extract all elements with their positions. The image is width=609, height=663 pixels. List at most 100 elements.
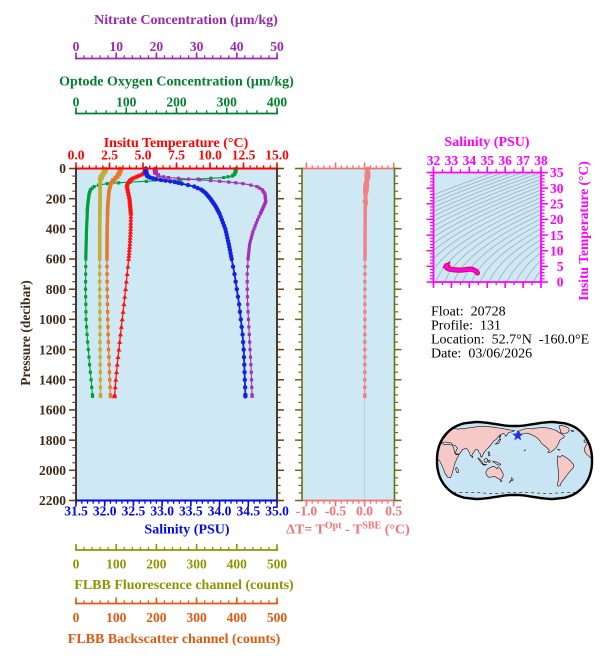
marker bbox=[105, 257, 109, 261]
marker bbox=[238, 317, 244, 322]
marker bbox=[105, 221, 110, 225]
marker bbox=[363, 370, 367, 374]
delta-panel-background bbox=[302, 168, 395, 501]
marker bbox=[257, 215, 261, 219]
continent-greenland bbox=[558, 424, 570, 434]
marker bbox=[98, 310, 102, 314]
density-contour bbox=[506, 245, 541, 282]
marker bbox=[107, 362, 111, 367]
marker bbox=[86, 347, 90, 352]
pressure-axis-title: Pressure (decibar) bbox=[18, 280, 33, 386]
marker bbox=[363, 215, 367, 219]
marker bbox=[176, 180, 181, 186]
density-contour bbox=[524, 259, 541, 282]
map-border bbox=[435, 420, 594, 501]
marker bbox=[98, 362, 102, 367]
marker bbox=[363, 245, 367, 249]
marker bbox=[230, 174, 234, 178]
marker bbox=[105, 218, 110, 222]
marker bbox=[247, 332, 251, 337]
marker bbox=[84, 272, 88, 276]
continent-new-guinea bbox=[492, 460, 502, 466]
marker bbox=[363, 227, 367, 231]
continent-africa-east bbox=[437, 442, 460, 478]
delta-t-title-prefix: ΔT= T bbox=[286, 523, 325, 538]
marker bbox=[209, 178, 213, 183]
marker bbox=[98, 340, 102, 344]
marker bbox=[222, 175, 226, 180]
marker bbox=[245, 272, 249, 276]
marker bbox=[246, 264, 250, 269]
tick-label: 500 bbox=[267, 557, 288, 572]
marker bbox=[248, 239, 253, 243]
tick-label: 1800 bbox=[39, 433, 66, 448]
tick-label: 0.0 bbox=[68, 148, 85, 163]
marker bbox=[128, 223, 134, 228]
marker bbox=[105, 248, 109, 252]
marker bbox=[363, 385, 367, 390]
marker bbox=[97, 257, 102, 261]
marker bbox=[105, 242, 109, 246]
marker bbox=[98, 347, 102, 352]
marker bbox=[125, 264, 131, 269]
delta-t-series-group bbox=[362, 166, 371, 399]
marker bbox=[248, 355, 253, 359]
marker bbox=[105, 310, 110, 314]
marker bbox=[106, 332, 110, 337]
marker bbox=[363, 394, 367, 399]
continent-japan bbox=[494, 438, 502, 445]
marker bbox=[105, 215, 110, 219]
marker bbox=[241, 354, 247, 360]
continent-eurasia bbox=[439, 426, 516, 458]
tick-label: 7.5 bbox=[168, 148, 185, 163]
tick-label: 0 bbox=[73, 610, 80, 625]
marker bbox=[246, 317, 251, 322]
marker bbox=[257, 186, 262, 190]
marker bbox=[166, 175, 171, 180]
marker bbox=[105, 181, 109, 186]
marker bbox=[186, 177, 191, 181]
continent-cuba bbox=[556, 448, 561, 451]
delta-t-title-suffix: (°C) bbox=[381, 523, 410, 538]
marker bbox=[127, 229, 134, 234]
tick-label: 400 bbox=[227, 610, 248, 625]
marker bbox=[179, 181, 184, 186]
world-location-map bbox=[435, 420, 594, 501]
marker bbox=[363, 233, 367, 237]
marker bbox=[105, 236, 109, 240]
density-contour bbox=[497, 239, 541, 282]
tick-label: 50 bbox=[270, 39, 284, 54]
marker bbox=[108, 378, 112, 382]
marker bbox=[152, 171, 157, 175]
marker bbox=[249, 378, 254, 382]
marker bbox=[122, 294, 128, 299]
marker bbox=[83, 280, 88, 284]
marker bbox=[105, 239, 109, 243]
marker bbox=[127, 244, 133, 249]
marker bbox=[246, 310, 250, 314]
marker bbox=[117, 331, 124, 337]
density-contour bbox=[433, 189, 541, 245]
tick-label: 34.0 bbox=[208, 504, 232, 519]
marker bbox=[97, 236, 102, 240]
density-contour bbox=[471, 223, 541, 282]
marker bbox=[98, 332, 102, 337]
tick-label: 400 bbox=[267, 95, 288, 110]
tick-label: 10 bbox=[550, 243, 564, 258]
density-contour bbox=[433, 197, 541, 260]
marker bbox=[144, 179, 148, 183]
density-contour bbox=[433, 172, 533, 213]
marker bbox=[106, 340, 111, 344]
marker bbox=[84, 325, 89, 329]
tick-label: 2000 bbox=[39, 463, 66, 478]
marker bbox=[117, 339, 123, 344]
marker bbox=[128, 220, 134, 225]
marker bbox=[245, 295, 250, 299]
marker bbox=[90, 385, 94, 389]
marker bbox=[105, 302, 110, 307]
tick-label: 32 bbox=[427, 153, 441, 168]
marker bbox=[363, 212, 367, 216]
marker bbox=[98, 325, 102, 329]
